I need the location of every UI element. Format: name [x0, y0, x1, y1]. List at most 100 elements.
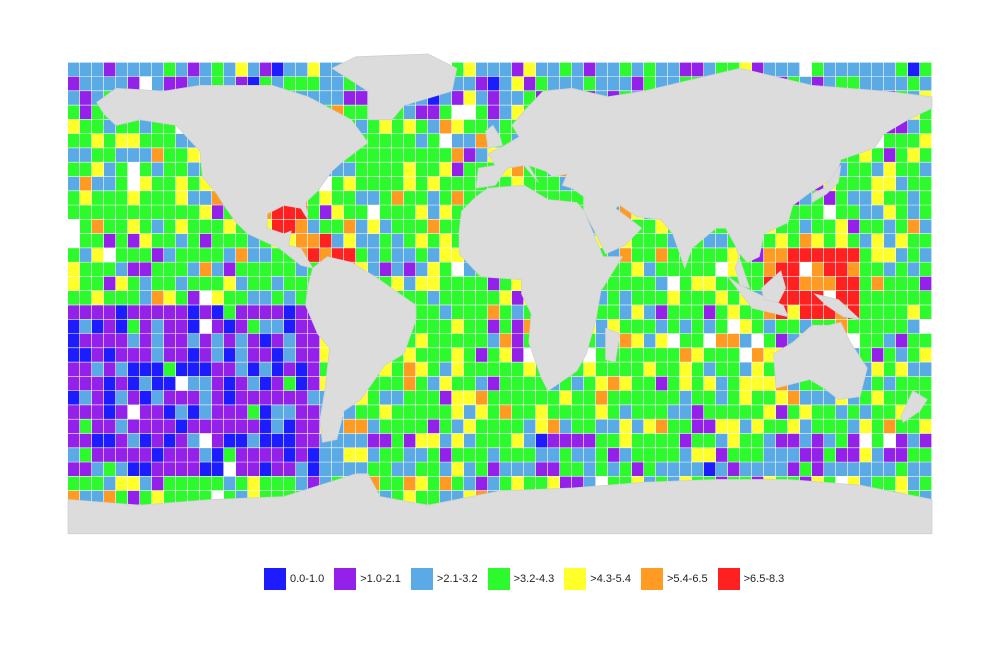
grid-cell	[92, 205, 104, 219]
grid-cell	[92, 291, 104, 305]
grid-cell	[860, 419, 872, 434]
grid-cell	[68, 62, 80, 77]
grid-cell	[392, 405, 404, 419]
grid-cell	[116, 348, 128, 362]
grid-cell	[356, 105, 368, 120]
grid-cell	[620, 319, 632, 334]
grid-cell	[596, 62, 608, 77]
grid-cell	[272, 362, 284, 377]
grid-cell	[644, 219, 656, 234]
grid-cell	[800, 448, 812, 462]
grid-cell	[788, 448, 800, 462]
grid-cell	[524, 62, 536, 77]
grid-cell	[164, 62, 176, 77]
grid-cell	[584, 76, 596, 91]
grid-cell	[176, 405, 188, 419]
grid-cell	[776, 262, 788, 277]
grid-cell	[500, 276, 512, 291]
grid-cell	[80, 333, 92, 348]
grid-cell	[176, 462, 188, 476]
grid-cell	[572, 419, 584, 434]
grid-cell	[320, 348, 332, 362]
grid-cell	[200, 62, 212, 77]
grid-cell	[884, 233, 896, 248]
grid-cell	[548, 462, 560, 476]
grid-cell	[368, 419, 380, 434]
grid-cell	[896, 248, 908, 262]
grid-cell	[140, 476, 152, 491]
grid-cell	[704, 333, 716, 348]
grid-cell	[152, 191, 164, 205]
grid-cell	[68, 219, 80, 234]
grid-cell	[524, 91, 536, 105]
grid-cell	[188, 148, 200, 162]
grid-cell	[416, 319, 428, 334]
grid-cell	[140, 62, 152, 77]
grid-cell	[464, 390, 476, 405]
grid-cell	[68, 248, 80, 262]
grid-cell	[920, 262, 932, 277]
grid-cell	[524, 362, 536, 377]
grid-cell	[392, 276, 404, 291]
grid-cell	[368, 390, 380, 405]
grid-cell	[320, 448, 332, 462]
grid-cell	[380, 133, 392, 148]
grid-cell	[320, 62, 332, 77]
grid-cell	[428, 291, 440, 305]
grid-cell	[776, 448, 788, 462]
grid-cell	[320, 362, 332, 377]
grid-cell	[704, 433, 716, 448]
grid-cell	[368, 162, 380, 177]
grid-cell	[716, 362, 728, 377]
grid-cell	[884, 276, 896, 291]
grid-cell	[248, 462, 260, 476]
grid-cell	[200, 305, 212, 319]
grid-cell	[536, 176, 548, 191]
grid-cell	[524, 448, 536, 462]
grid-cell	[296, 448, 308, 462]
grid-cell	[668, 448, 680, 462]
grid-cell	[224, 419, 236, 434]
grid-cell	[128, 62, 140, 77]
grid-cell	[788, 219, 800, 234]
grid-cell	[908, 448, 920, 462]
grid-cell	[836, 62, 848, 77]
grid-cell	[788, 333, 800, 348]
grid-cell	[140, 133, 152, 148]
grid-cell	[284, 419, 296, 434]
grid-cell	[536, 462, 548, 476]
grid-cell	[164, 376, 176, 391]
grid-cell	[500, 333, 512, 348]
grid-cell	[392, 376, 404, 391]
grid-cell	[536, 448, 548, 462]
grid-cell	[440, 448, 452, 462]
grid-cell	[884, 333, 896, 348]
grid-cell	[872, 462, 884, 476]
grid-cell	[716, 291, 728, 305]
grid-cell	[704, 448, 716, 462]
grid-cell	[68, 348, 80, 362]
grid-cell	[764, 390, 776, 405]
grid-cell	[248, 448, 260, 462]
grid-cell	[356, 233, 368, 248]
grid-cell	[452, 319, 464, 334]
grid-cell	[752, 390, 764, 405]
grid-cell	[248, 362, 260, 377]
grid-cell	[800, 433, 812, 448]
grid-cell	[596, 433, 608, 448]
grid-cell	[836, 291, 848, 305]
grid-cell	[860, 233, 872, 248]
grid-cell	[596, 376, 608, 391]
grid-cell	[212, 233, 224, 248]
grid-cell	[92, 248, 104, 262]
grid-cell	[500, 462, 512, 476]
grid-cell	[452, 76, 464, 91]
grid-cell	[824, 305, 836, 319]
grid-cell	[644, 376, 656, 391]
grid-cell	[332, 162, 344, 177]
grid-cell	[80, 76, 92, 91]
grid-cell	[200, 390, 212, 405]
grid-cell	[692, 433, 704, 448]
grid-cell	[620, 291, 632, 305]
grid-cell	[404, 162, 416, 177]
